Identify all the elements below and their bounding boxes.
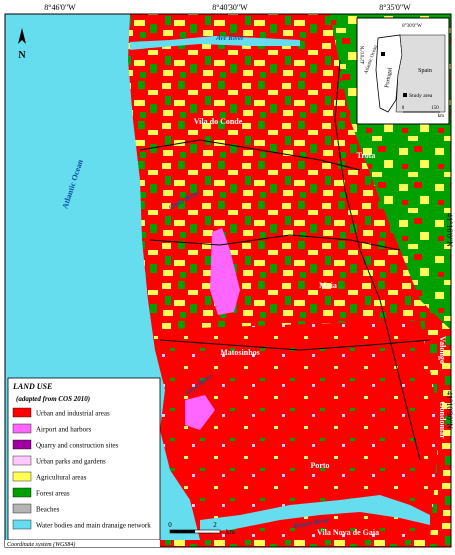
inset-legend-marker [403,93,407,97]
scale-start: 0 [168,521,172,529]
place-matosinhos: Matosinhos [220,348,260,357]
coord-top-2: 8°40'30"W [212,3,248,12]
coord-system-bg [5,540,160,547]
inset-scale-unit: km [438,114,445,119]
north-label: N [18,50,26,61]
inset-spain-label: Spain [418,68,432,74]
legend-item-label: Urban and industrial areas [36,410,110,418]
coord-top-1: 8°46'0"W [44,3,76,12]
legend-item-label: Airport and harbors [36,426,91,434]
inset-scale-0: 0 [402,106,405,111]
legend-swatch [12,455,32,466]
harbor-area [185,395,215,430]
boundary-line [149,234,401,251]
inset-scale-150: 150 [431,106,439,111]
boundary-line [334,59,421,461]
ave-river [130,36,300,50]
airport-area [210,228,240,315]
inset-study-marker [381,52,385,56]
inset-portugal-label: Portugal [384,67,393,88]
north-arrow-icon: N [18,28,26,61]
legend-item-label: Agricultural areas [36,474,87,482]
legend-item-label: Quarry and construction sites [36,442,119,450]
inset-study-label: Study area [409,93,433,99]
legend-title: LAND USE [12,382,52,391]
legend-swatch [12,471,32,482]
legend-box [7,377,161,541]
coord-right-2: 41°10'30"N [445,391,454,429]
scale-end: 2 [213,521,217,529]
legend-swatch [12,439,32,450]
scale-bar: 0 2 km [168,521,235,536]
legend-swatch [12,423,32,434]
legend-item-label: Water bodies and main dranaige network [36,522,151,530]
coord-right-1: 41°16'0"N [445,213,454,247]
legend-item-label: Urban parks and gardens [36,458,106,466]
coordinate-system: Coordinate system (WGS84) [7,541,75,548]
legend-swatch [12,407,32,418]
place-valongo: Valongo [438,336,447,364]
coord-top-3: 8°35'0"W [379,3,411,12]
place-maia: Maia [319,281,337,290]
river-ave-label: Ave River [215,34,244,42]
boundary-line [139,139,361,171]
legend-item-label: Beaches [36,506,60,514]
legend-item-label: Forest areas [36,490,70,498]
place-porto: Porto [310,461,329,470]
place-gondomar: Gondomar [438,401,447,439]
legend-subtitle: (adapted from COS 2010) [16,395,90,403]
legend-swatch [12,503,32,514]
place-trofa: Trofa [357,151,376,160]
map-border [4,13,452,548]
urban-core [140,320,440,540]
boundary-line [159,339,431,351]
inset-map: 8°30'0"W 42°0'0"N Atlantic Ocean Portuga… [356,17,450,125]
legend: LAND USE (adapted from COS 2010) Urban a… [7,377,161,541]
place-vila-do-conde: Vila do Conde [194,117,243,126]
legend-swatch [12,487,32,498]
inset-top-coord: 8°30'0"W [402,24,422,29]
scale-bar-fill [170,530,195,533]
place-vila-nova-de-gaia: Vila Nova de Gaia [317,528,379,537]
scale-unit: km [226,528,236,536]
legend-swatch [12,519,32,530]
inset-spain-shape [395,34,446,113]
douro-river [200,495,430,532]
inset-left-coord: 42°0'0"N [361,45,366,64]
